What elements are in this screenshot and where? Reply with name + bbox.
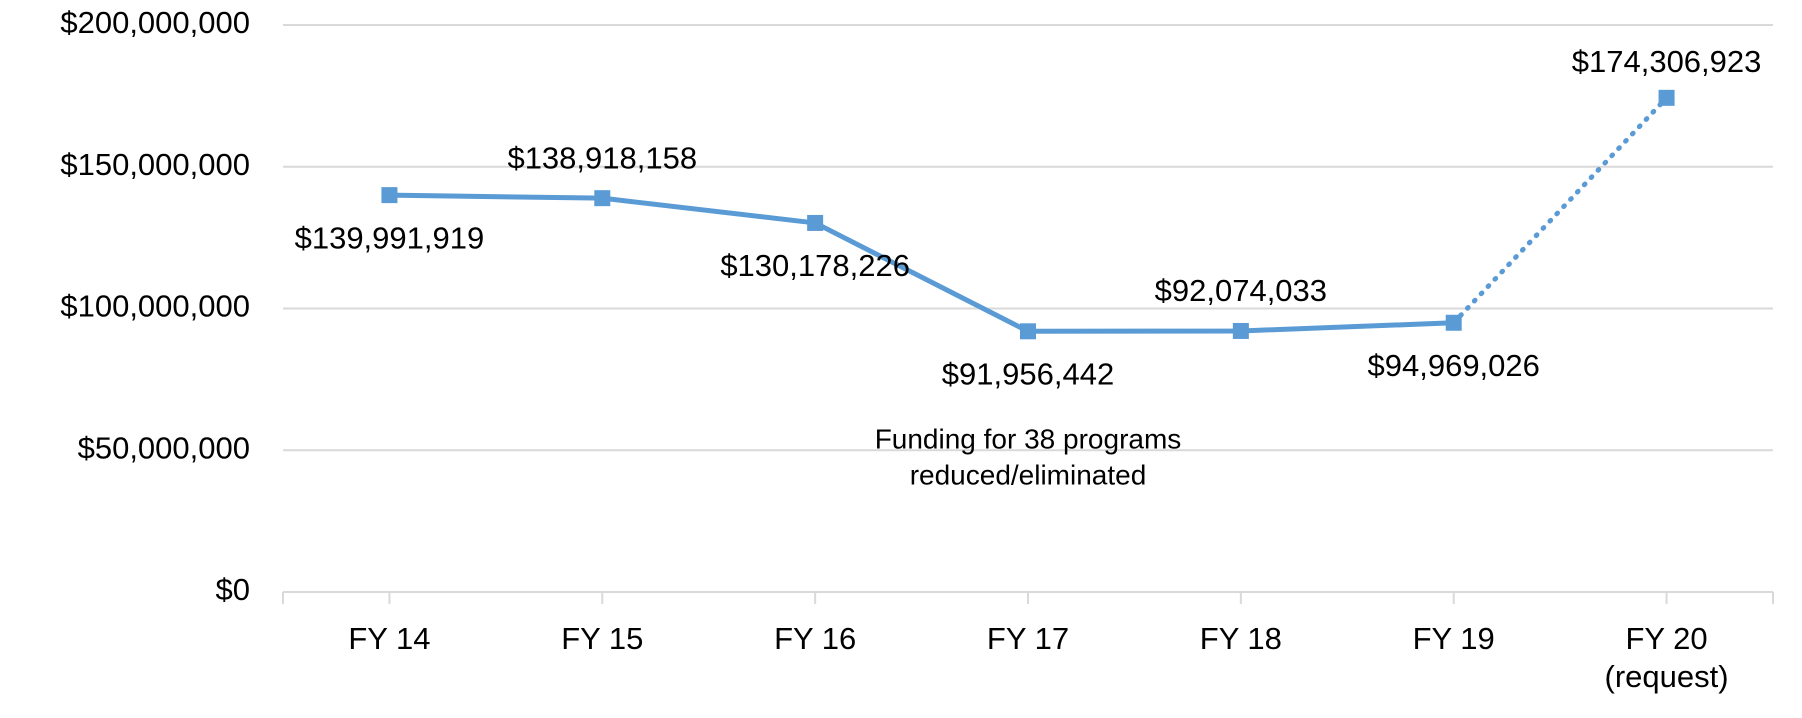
data-marker [1020,323,1036,340]
data-line [1451,95,1670,326]
data-line [389,192,1454,334]
data-label: $92,074,033 [1155,273,1327,308]
y-tick-label: $100,000,000 [60,289,250,324]
x-tick-label: FY 16 [774,621,857,656]
data-marker [1445,314,1462,331]
data-marker [1658,89,1675,106]
annotation: Funding for 38 programs [875,423,1182,454]
x-tick-label: FY 15 [561,621,644,656]
data-marker [594,190,611,207]
x-tick-label: FY 14 [348,621,431,656]
y-tick-label: $50,000,000 [78,430,250,465]
data-marker [1232,322,1249,339]
data-label: $138,918,158 [507,140,697,175]
data-label: $130,178,226 [720,248,910,283]
annotation: reduced/eliminated [910,459,1147,490]
data-label: $139,991,919 [295,220,485,255]
data-label: $174,306,923 [1572,44,1762,79]
x-tick-label: FY 20 (request) [1604,621,1729,694]
y-tick-label: $200,000,000 [60,5,250,40]
data-label: $91,956,442 [942,356,1114,391]
x-tick-label: FY 19 [1412,621,1495,656]
y-tick-label: $150,000,000 [60,147,250,182]
data-marker [381,187,398,204]
data-label: $94,969,026 [1368,348,1540,383]
y-tick-label: $0 [216,572,250,607]
x-tick-label: FY 17 [986,621,1070,656]
data-marker [807,214,824,231]
x-tick-label: FY 18 [1199,621,1282,656]
